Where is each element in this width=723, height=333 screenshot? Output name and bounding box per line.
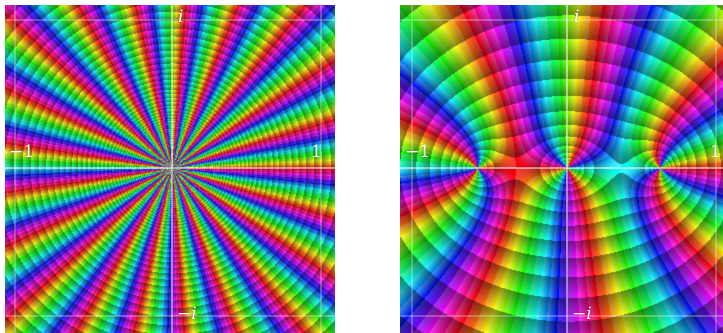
label-i-right: i: [574, 9, 579, 26]
label-minus-i-right: −i: [572, 306, 592, 323]
domain-coloring-plot-left: i −i −1 1: [5, 5, 335, 333]
axis-grid-left: [5, 5, 335, 333]
label-i-left: i: [178, 9, 183, 26]
label-minus-one-right: −1: [405, 144, 430, 161]
label-minus-i-left: −i: [177, 306, 197, 323]
axis-grid-right: [400, 5, 723, 333]
label-one-left: 1: [311, 144, 322, 161]
label-one-right: 1: [710, 144, 721, 161]
domain-coloring-plot-right: i −i −1 1: [400, 5, 723, 333]
label-minus-one-left: −1: [9, 144, 34, 161]
